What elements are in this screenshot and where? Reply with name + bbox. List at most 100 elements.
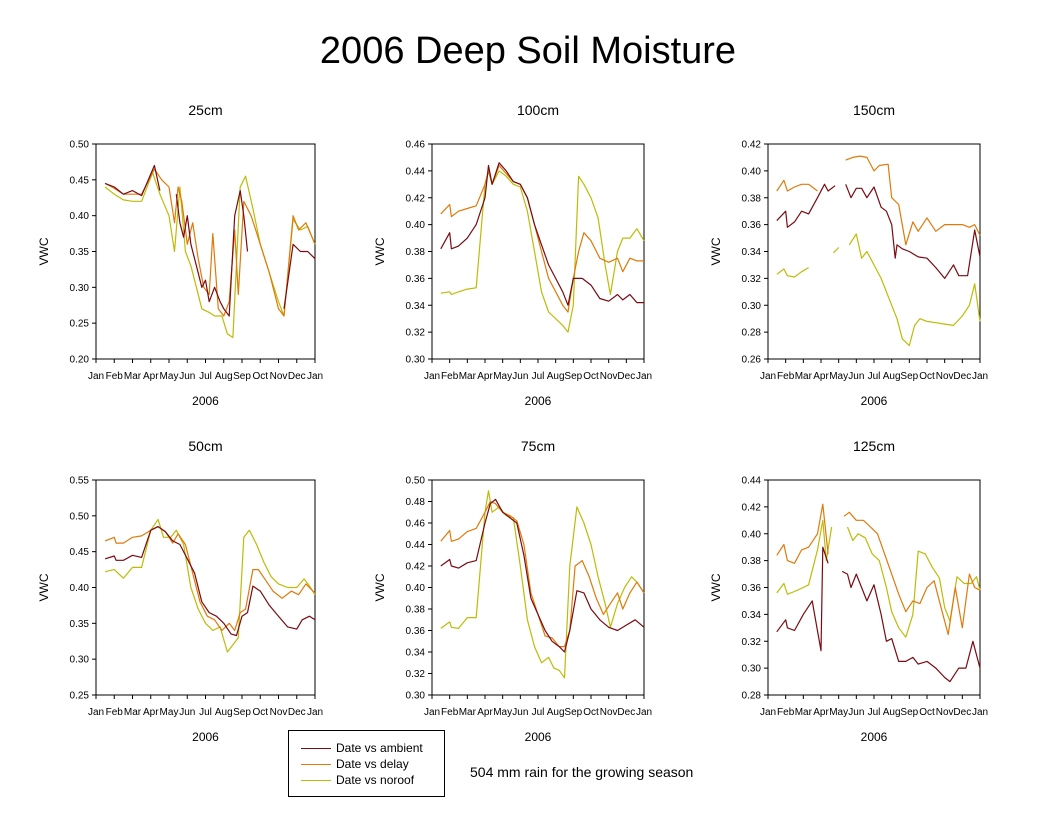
y-tick-label: 0.36 [406,626,426,637]
y-tick-label: 0.45 [70,175,90,186]
x-tick-label: Jul [532,707,545,718]
series-line-noroof [104,518,316,653]
x-tick-label: Jun [179,707,195,718]
x-tick-label: May [493,371,512,382]
y-tick-label: 0.46 [406,519,426,530]
y-tick-label: 0.34 [406,648,426,659]
x-axis-label: 2006 [192,394,219,408]
x-tick-label: Sep [564,371,582,382]
y-tick-label: 0.40 [406,583,426,594]
x-tick-label: May [160,371,179,382]
x-tick-label: Sep [564,707,582,718]
y-tick-label: 0.50 [70,140,90,151]
x-tick-label: Jan [424,707,440,718]
x-tick-label: May [160,707,179,718]
y-tick-label: 0.34 [406,301,426,312]
series-line-delay [440,500,645,648]
legend-item-delay: Date vs delay [289,756,446,772]
series-line-delay [104,168,316,317]
y-axis-label: VWC [37,237,51,265]
plot-frame [431,143,645,360]
legend-item-noroof: Date vs noroof [289,772,446,788]
x-tick-label: Jan [636,371,652,382]
y-tick-label: 0.42 [406,562,426,573]
y-axis-label: VWC [709,573,723,601]
y-tick-label: 0.38 [742,193,762,204]
y-tick-label: 0.32 [406,328,426,339]
x-tick-label: Aug [883,707,901,718]
x-tick-label: Oct [583,371,599,382]
y-tick-label: 0.35 [70,247,90,258]
x-tick-label: Feb [441,371,459,382]
y-tick-label: 0.46 [406,140,426,151]
x-tick-label: Nov [600,707,618,718]
chart-title: 100cm [517,102,559,118]
x-tick-label: Feb [106,707,124,718]
y-tick-label: 0.38 [406,247,426,258]
legend-label-ambient: Date vs ambient [336,741,423,755]
y-tick-label: 0.36 [742,220,762,231]
chart-75cm: 75cm 0.30 0.32 0.34 0.36 0.38 0.40 0.42 0.44 0.46… [373,438,652,744]
x-tick-label: Jan [760,707,776,718]
plot-frame [767,143,981,360]
y-tick-label: 0.34 [742,610,762,621]
x-tick-label: Jun [512,371,528,382]
series-line-noroof [440,490,645,679]
plot-frame [431,479,645,696]
x-tick-label: Oct [252,707,268,718]
y-tick-label: 0.20 [70,355,90,366]
x-tick-label: Jan [307,371,323,382]
series-line-delay [776,503,981,636]
page-title: 2006 Deep Soil Moisture [319,30,737,72]
x-tick-label: Nov [270,371,288,382]
y-tick-label: 0.42 [406,193,426,204]
y-tick-label: 0.30 [406,355,426,366]
x-tick-label: Mar [795,707,813,718]
y-tick-label: 0.32 [742,637,762,648]
x-axis-label: 2006 [192,730,219,744]
x-tick-label: Dec [953,707,971,718]
y-tick-label: 0.40 [70,583,90,594]
x-tick-label: Apr [143,371,159,382]
series-line-noroof [440,170,645,333]
y-tick-label: 0.50 [406,476,426,487]
x-tick-label: Aug [215,371,233,382]
series-line-ambient [104,164,316,317]
x-tick-label: Dec [617,371,635,382]
y-tick-label: 0.50 [70,511,90,522]
x-tick-label: Jun [848,707,864,718]
y-tick-label: 0.45 [70,547,90,558]
x-axis-label: 2006 [861,394,888,408]
chart-title: 75cm [521,438,555,454]
series-line-ambient [776,546,981,683]
legend-swatch-noroof [301,780,331,781]
series-line-delay [104,526,316,632]
x-tick-label: Sep [900,371,918,382]
plot-frame [95,143,316,360]
x-tick-label: May [493,707,512,718]
x-tick-label: Jun [848,371,864,382]
x-tick-label: Aug [883,371,901,382]
x-tick-label: Mar [124,371,142,382]
series-line-noroof [776,519,981,638]
x-tick-label: May [829,707,848,718]
x-tick-label: Apr [477,371,493,382]
x-tick-label: Dec [617,707,635,718]
y-tick-label: 0.48 [406,497,426,508]
series-line-ambient [104,526,316,637]
chart-150cm: 150cm 0.26 0.28 0.30 0.32 0.34 0.36 0.38 0.40 0.4… [709,102,988,408]
y-tick-label: 0.30 [742,664,762,675]
x-tick-label: Apr [813,707,829,718]
y-tick-label: 0.25 [70,319,90,330]
y-tick-label: 0.40 [406,220,426,231]
chart-title: 125cm [853,438,895,454]
y-tick-label: 0.32 [406,669,426,680]
x-tick-label: Jan [88,707,104,718]
x-tick-label: Sep [900,707,918,718]
x-tick-label: Dec [288,371,306,382]
x-tick-label: Jun [512,707,528,718]
y-tick-label: 0.28 [742,328,762,339]
